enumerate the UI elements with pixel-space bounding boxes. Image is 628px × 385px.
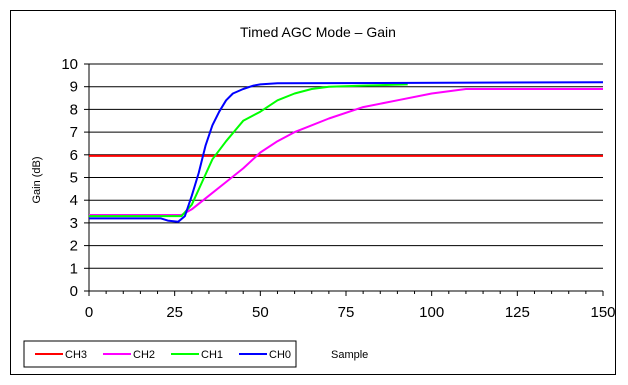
x-tick-label: 50 <box>252 304 269 321</box>
x-axis-label: Sample <box>331 349 368 361</box>
y-tick-label: 8 <box>70 101 78 118</box>
y-tick-label: 1 <box>70 260 78 277</box>
legend-label-ch2: CH2 <box>133 349 155 361</box>
y-tick-label: 7 <box>70 124 78 141</box>
y-tick-label: 5 <box>70 170 78 187</box>
chart-title: Timed AGC Mode – Gain <box>240 24 396 40</box>
x-tick-label: 150 <box>590 304 615 321</box>
x-tick-label: 75 <box>338 304 355 321</box>
legend-box <box>23 340 297 368</box>
x-tick-label: 125 <box>505 304 530 321</box>
series-line-ch2 <box>89 88 603 216</box>
y-tick-label: 4 <box>70 192 78 209</box>
y-tick-label: 3 <box>70 215 78 232</box>
y-tick-label: 6 <box>70 147 78 164</box>
y-tick-label: 2 <box>70 238 78 255</box>
y-axis-label: Gain (dB) <box>31 156 43 203</box>
legend-label-ch1: CH1 <box>201 349 223 361</box>
x-tick-label: 100 <box>419 304 444 321</box>
legend-label-ch0: CH0 <box>269 349 291 361</box>
series-line-ch0 <box>89 81 604 223</box>
y-tick-label: 0 <box>70 283 78 300</box>
chart-frame <box>10 10 616 375</box>
y-tick-label: 9 <box>70 79 78 96</box>
series-line-ch1 <box>89 83 408 218</box>
y-tick-label: 10 <box>61 56 78 73</box>
x-tick-label: 25 <box>166 304 183 321</box>
legend-label-ch3: CH3 <box>65 349 87 361</box>
x-tick-label: 0 <box>85 304 93 321</box>
